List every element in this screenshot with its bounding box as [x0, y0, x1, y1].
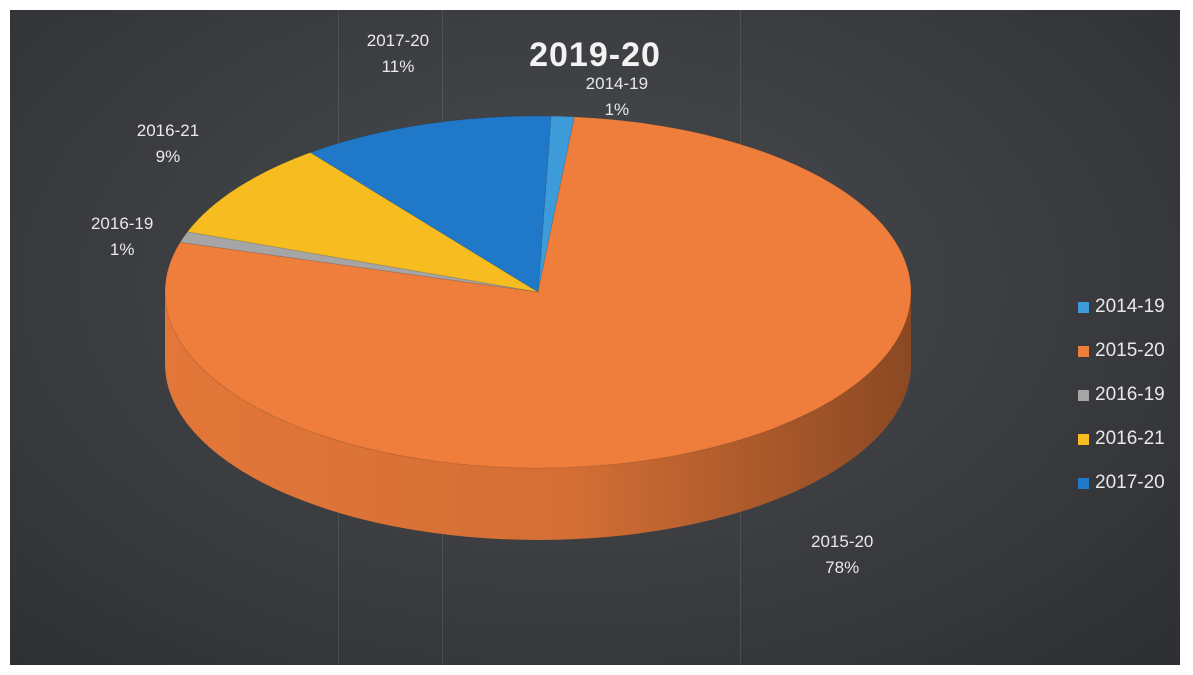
legend-swatch: [1078, 477, 1089, 489]
pie-chart: [164, 115, 912, 540]
legend-item: 2016-19: [1078, 373, 1165, 417]
pie-top-face: [164, 115, 912, 469]
data-label-2016-21: 2016-21 9%: [137, 118, 199, 170]
data-label-2016-19: 2016-19 1%: [91, 211, 153, 263]
legend-swatch: [1078, 389, 1089, 401]
legend-swatch: [1078, 345, 1089, 357]
data-label-2017-20: 2017-20 11%: [367, 28, 429, 80]
data-label-percent: 11%: [381, 57, 415, 77]
legend: 2014-19 2015-20 2016-19 2016-21 2017-20: [1078, 285, 1165, 505]
data-label-2015-20: 2015-20 78%: [811, 529, 873, 581]
legend-label: 2017-20: [1095, 472, 1165, 493]
legend-label: 2015-20: [1095, 340, 1165, 361]
pie-slice-2015-20: [164, 116, 912, 469]
pie-side-shade: [165, 292, 911, 540]
legend-label: 2016-19: [1095, 384, 1165, 405]
data-label-percent: 1%: [604, 100, 630, 120]
chart-frame: 2019-20 2014-19 1% 2015-20 78% 2016-19 1% 2016…: [10, 10, 1180, 665]
legend-item: 2016-21: [1078, 417, 1165, 461]
legend-item: 2015-20: [1078, 329, 1165, 373]
data-label-percent: 78%: [825, 558, 860, 577]
legend-label: 2016-21: [1095, 428, 1165, 449]
chart-title: 2019-20: [529, 36, 661, 74]
data-label-category: 2014-19: [585, 74, 649, 94]
data-label-percent: 9%: [155, 147, 181, 167]
data-label-category: 2016-19: [90, 213, 154, 233]
pie-slice-2014-19: [537, 115, 576, 293]
pie-slice-2016-21: [186, 152, 539, 293]
legend-label: 2014-19: [1095, 296, 1165, 317]
pie-side-wall: [165, 292, 911, 540]
legend-swatch: [1078, 301, 1089, 313]
data-label-category: 2016-21: [136, 121, 200, 141]
data-label-percent: 1%: [109, 239, 135, 259]
pie-slice-2016-19: [179, 231, 539, 293]
data-label-category: 2017-20: [366, 31, 430, 51]
data-label-2014-19: 2014-19 1%: [586, 71, 648, 123]
data-label-category: 2015-20: [811, 532, 874, 551]
pie-slice-2017-20: [309, 115, 552, 293]
legend-item: 2017-20: [1078, 461, 1165, 505]
legend-item: 2014-19: [1078, 285, 1165, 329]
legend-swatch: [1078, 433, 1089, 445]
